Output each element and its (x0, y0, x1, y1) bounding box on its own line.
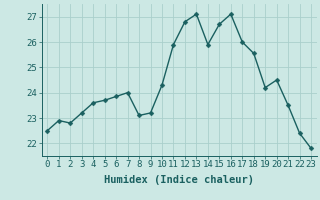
X-axis label: Humidex (Indice chaleur): Humidex (Indice chaleur) (104, 175, 254, 185)
